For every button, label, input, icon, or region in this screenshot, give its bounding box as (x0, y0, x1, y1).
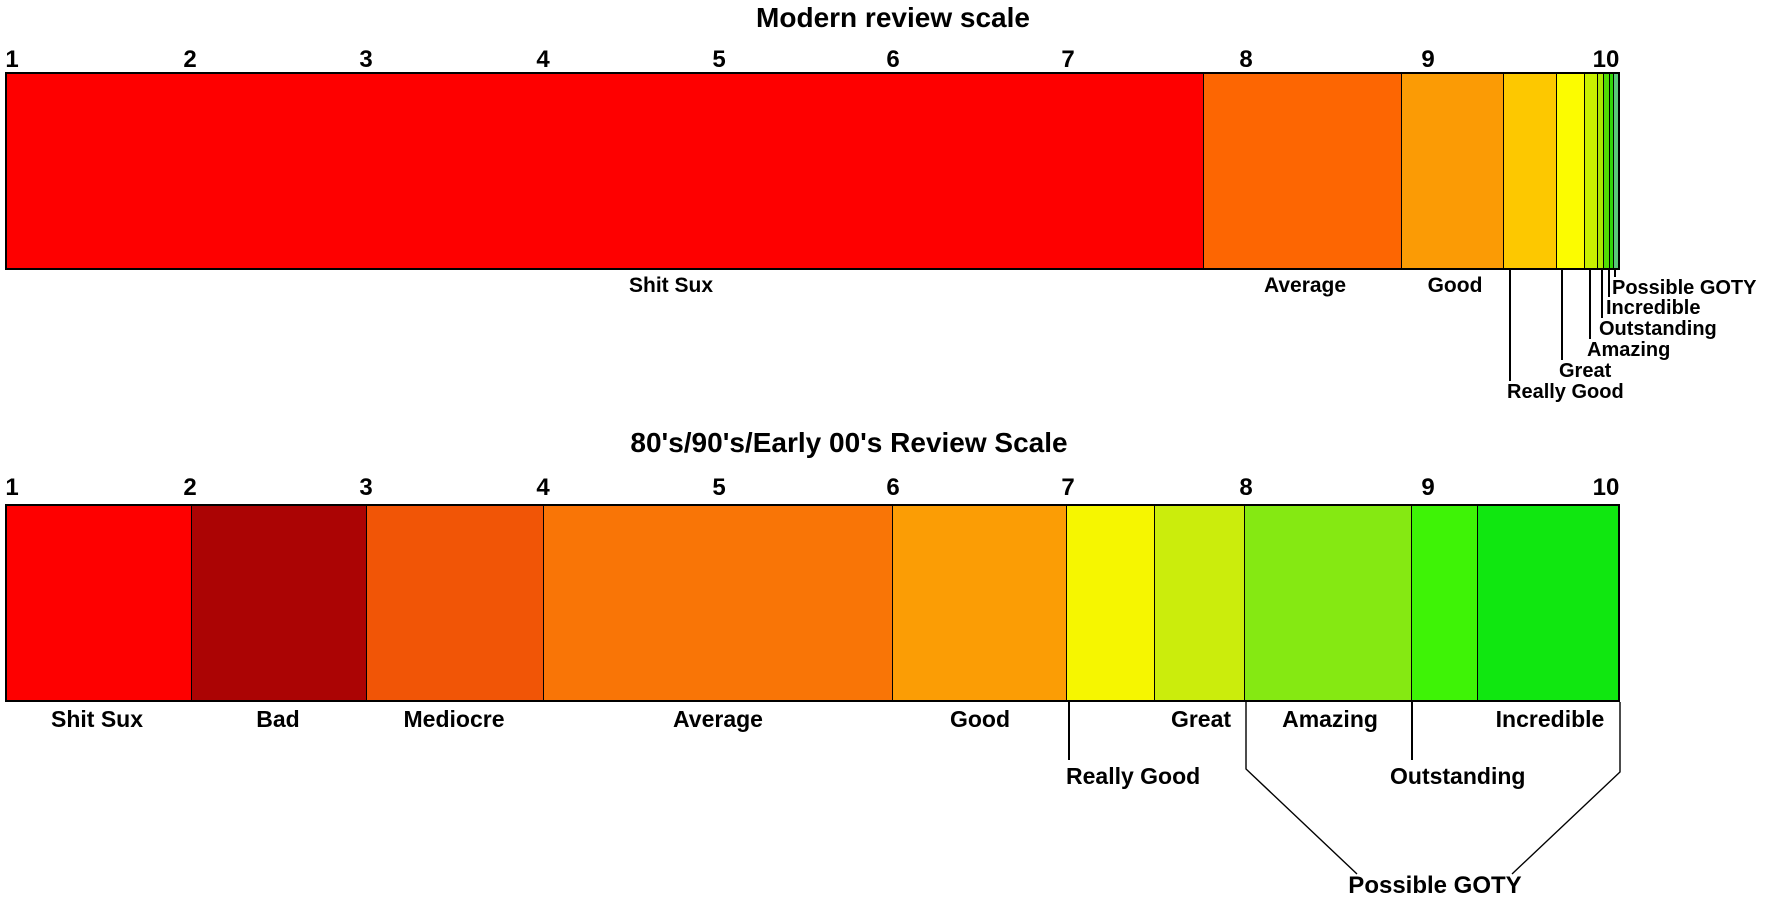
segment-label: Incredible (1495, 706, 1605, 732)
axis-tick-label: 3 (359, 474, 373, 501)
review-scale-bar (5, 504, 1620, 702)
axis-tick-label: 1 (5, 474, 19, 501)
scale-segment (1504, 74, 1558, 268)
segment-label: Good (1427, 274, 1483, 297)
scale-segment (1609, 74, 1614, 268)
scale-segment (1613, 74, 1618, 268)
axis-tick-label: 1 (5, 46, 19, 73)
callout-label: Incredible (1606, 297, 1701, 319)
segment-label: Shit Sux (50, 706, 144, 732)
callout-leader-line (1608, 270, 1610, 297)
axis-tick-label: 2 (183, 46, 197, 73)
scale-segment (1584, 74, 1598, 268)
callout-label: Outstanding (1599, 318, 1717, 340)
segment-label: Average (673, 706, 763, 732)
review-scale-bar (5, 72, 1620, 270)
modern-chart-title: Modern review scale (756, 2, 1030, 33)
goty-bracket-label: Possible GOTY (1348, 872, 1522, 899)
axis-tick-label: 10 (1592, 474, 1620, 501)
segment-label: Shit Sux (628, 274, 714, 297)
axis-tick-label: 5 (712, 474, 726, 501)
axis-tick-label: 3 (359, 46, 373, 73)
callout-leader-line (1411, 702, 1413, 760)
callout-leader-line (1561, 270, 1563, 360)
callout-leader-line (1601, 270, 1603, 318)
callout-label: Amazing (1587, 339, 1671, 361)
axis-tick-label: 7 (1061, 474, 1075, 501)
callout-label: Great (1559, 360, 1612, 382)
axis-tick-label: 10 (1592, 46, 1620, 73)
scale-segment (1557, 74, 1585, 268)
segment-label: Good (949, 706, 1011, 732)
callout-label: Possible GOTY (1612, 277, 1757, 299)
callout-leader-line (1068, 702, 1070, 760)
scale-segment (1603, 74, 1610, 268)
callout-leader-line (1509, 270, 1511, 381)
scale-segment (1597, 74, 1604, 268)
callout-label: Outstanding (1390, 763, 1526, 789)
retro-chart-title: 80's/90's/Early 00's Review Scale (630, 427, 1068, 458)
scale-segment (1402, 74, 1505, 268)
segment-label: Amazing (1282, 706, 1378, 732)
callout-label: Really Good (1507, 381, 1624, 403)
segment-label: Mediocre (403, 706, 505, 732)
scale-segment (892, 506, 1068, 700)
segment-label: Average (1263, 274, 1347, 297)
scale-segment (7, 506, 192, 700)
axis-tick-label: 9 (1421, 474, 1435, 501)
axis-tick-label: 5 (712, 46, 726, 73)
scale-segment (1067, 506, 1156, 700)
scale-segment (1245, 506, 1412, 700)
scale-segment (543, 506, 893, 700)
callout-leader-line (1589, 270, 1591, 339)
axis-tick-label: 4 (536, 46, 550, 73)
scale-segment (1203, 74, 1403, 268)
axis-tick-label: 6 (886, 474, 900, 501)
axis-tick-label: 9 (1421, 46, 1435, 73)
scale-segment (1478, 506, 1619, 700)
scale-segment (367, 506, 544, 700)
scale-segment (1411, 506, 1479, 700)
axis-tick-label: 8 (1239, 46, 1253, 73)
axis-tick-label: 6 (886, 46, 900, 73)
axis-tick-label: 7 (1061, 46, 1075, 73)
segment-label: Great (1170, 706, 1232, 732)
callout-leader-line (1614, 270, 1616, 277)
axis-tick-label: 8 (1239, 474, 1253, 501)
axis-tick-label: 4 (536, 474, 550, 501)
callout-label: Really Good (1066, 763, 1201, 789)
axis-tick-label: 2 (183, 474, 197, 501)
segment-label: Bad (256, 706, 300, 732)
scale-segment (1155, 506, 1245, 700)
scale-segment (191, 506, 368, 700)
scale-segment (7, 74, 1204, 268)
